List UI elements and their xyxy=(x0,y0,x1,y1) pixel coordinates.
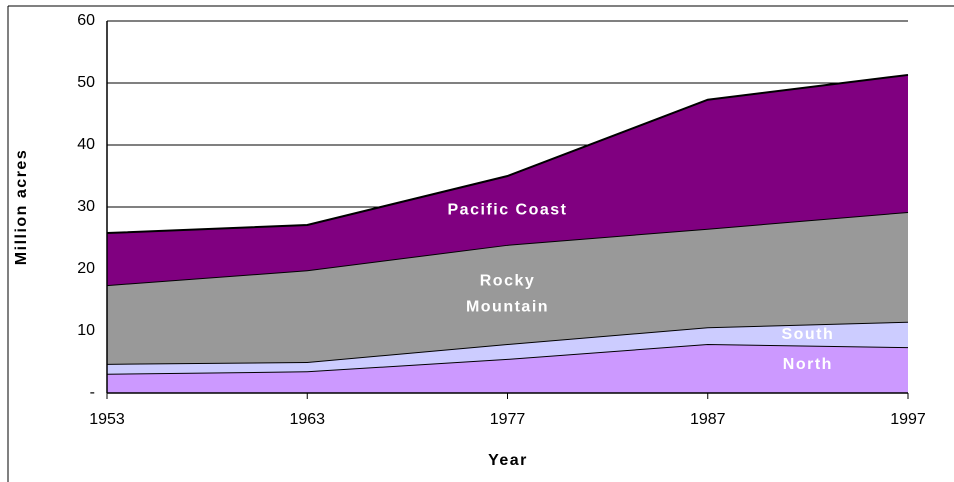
series-label: North xyxy=(783,356,833,373)
area-line xyxy=(106,73,909,235)
x-tick-label: 1977 xyxy=(490,411,526,428)
series-label: South xyxy=(781,326,834,343)
y-tick-label: 40 xyxy=(77,136,95,153)
y-tick-label: - xyxy=(90,384,95,401)
x-tick-label: 1953 xyxy=(89,411,125,428)
series-label: Pacific Coast xyxy=(448,202,568,219)
series-label: Rocky Mountain xyxy=(466,273,549,316)
y-axis-title: Million acres xyxy=(13,149,30,265)
y-tick-label: 10 xyxy=(77,322,95,339)
x-tick-label: 1963 xyxy=(289,411,325,428)
x-axis-title: Year xyxy=(488,452,528,469)
x-tick-label: 1987 xyxy=(690,411,726,428)
y-tick-label: 20 xyxy=(77,260,95,277)
x-tick-label: 1997 xyxy=(890,411,926,428)
area xyxy=(107,344,908,393)
area xyxy=(107,321,908,374)
y-tick-label: 30 xyxy=(77,198,95,215)
area xyxy=(107,211,908,364)
y-tick-label: 50 xyxy=(77,74,95,91)
y-tick-label: 60 xyxy=(77,12,95,29)
area xyxy=(107,74,908,286)
